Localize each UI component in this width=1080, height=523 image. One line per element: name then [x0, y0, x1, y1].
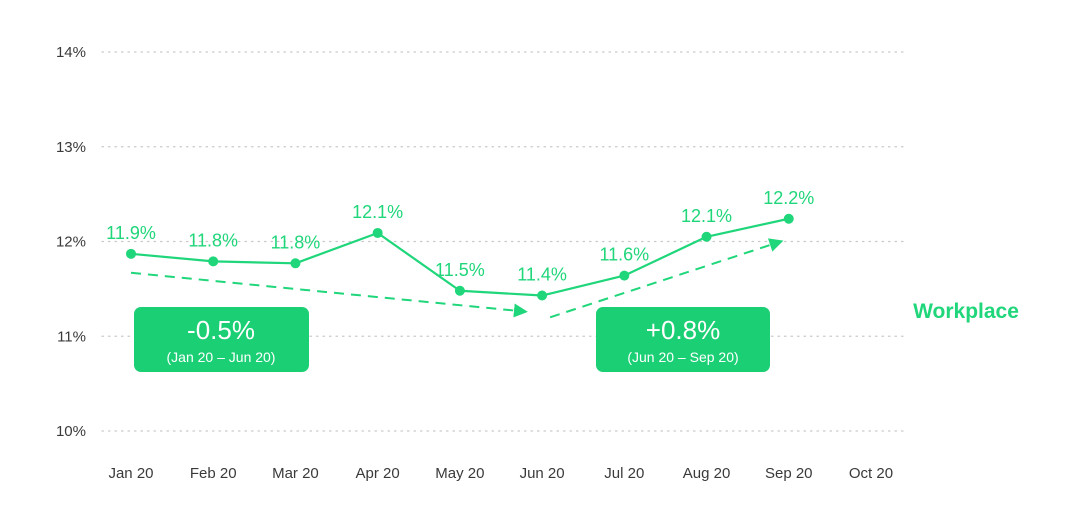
x-tick-label: Oct 20	[849, 465, 893, 482]
data-labels: 11.9% 11.8% 11.8% 12.1% 11.5% 11.4% 11.6% 12.1%…	[106, 188, 814, 285]
annotation-increase-period: (Jun 20 – Sep 20)	[627, 349, 738, 365]
x-tick-label: Jun 20	[520, 465, 565, 482]
data-point	[619, 270, 630, 281]
y-axis: 14% 13% 12% 11% 10%	[56, 44, 86, 440]
annotation-decrease-value: -0.5%	[187, 315, 255, 345]
data-label: 11.5%	[435, 260, 485, 280]
data-point	[126, 248, 136, 259]
data-points	[126, 213, 794, 301]
data-label: 11.9%	[106, 223, 156, 243]
data-label: 11.6%	[599, 245, 649, 265]
data-label: 12.1%	[352, 202, 403, 222]
data-label: 12.1%	[681, 206, 732, 226]
data-point	[290, 258, 301, 269]
x-tick-label: Jul 20	[604, 465, 644, 482]
trend-line-1	[549, 238, 784, 319]
data-point	[783, 213, 794, 224]
data-label: 11.8%	[188, 230, 238, 250]
y-tick-label: 10%	[56, 423, 86, 440]
data-label: 11.4%	[517, 265, 567, 285]
data-label: 11.8%	[271, 232, 321, 252]
x-axis: Jan 20 Feb 20 Mar 20 Apr 20 May 20 Jun 20 Jul …	[108, 465, 893, 482]
series-label-workplace: Workplace	[913, 300, 1019, 323]
data-label: 12.2%	[763, 188, 814, 208]
data-point	[372, 227, 383, 238]
annotation-decrease-period: (Jan 20 – Jun 20)	[167, 349, 276, 365]
annotation-box-decrease-bg	[134, 307, 309, 372]
data-point	[454, 285, 465, 296]
annotation-box-increase: +0.8% (Jun 20 – Sep 20)	[596, 307, 770, 372]
annotations: -0.5% (Jan 20 – Jun 20) +0.8% (Jun 20 – …	[134, 307, 770, 372]
annotation-box-increase-bg	[596, 307, 770, 372]
x-tick-label: Sep 20	[765, 465, 813, 482]
x-tick-label: May 20	[435, 465, 484, 482]
x-tick-label: Aug 20	[683, 465, 731, 482]
trend-line-0	[130, 271, 528, 318]
grid-layer	[101, 51, 909, 432]
annotation-increase-value: +0.8%	[646, 315, 720, 345]
y-tick-label: 13%	[56, 139, 86, 156]
x-tick-label: Feb 20	[190, 465, 237, 482]
data-point	[208, 256, 219, 267]
x-tick-label: Apr 20	[356, 465, 400, 482]
y-tick-label: 14%	[56, 44, 86, 61]
x-tick-label: Mar 20	[272, 465, 319, 482]
data-point	[701, 231, 712, 242]
y-tick-label: 11%	[57, 328, 86, 345]
trend-lines	[130, 238, 784, 319]
y-tick-label: 12%	[56, 234, 86, 251]
annotation-box-decrease: -0.5% (Jan 20 – Jun 20)	[134, 307, 309, 372]
x-tick-label: Jan 20	[108, 465, 153, 482]
data-point	[537, 290, 548, 301]
